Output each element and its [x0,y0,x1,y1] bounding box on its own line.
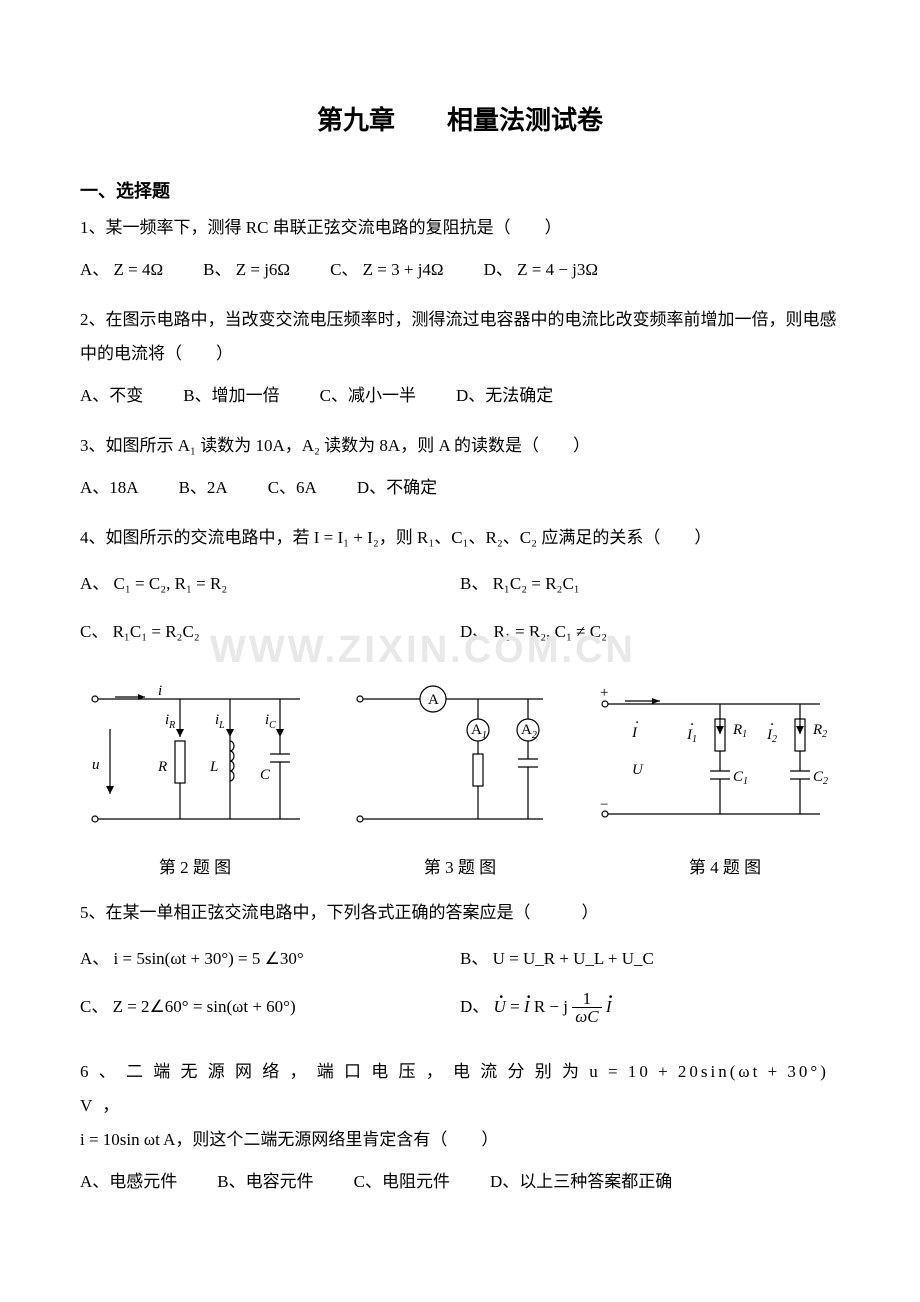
svg-text:iL: iL [215,712,225,731]
svg-text:C: C [260,767,271,783]
question-4: 4、如图所示的交流电路中，若 I = I₁ + I₂，则 R₁、C₁、R₂、C₂… [80,521,840,663]
question-5: 5、在某一单相正弦交流电路中，下列各式正确的答案应是（ ） A、 i = 5si… [80,896,840,1040]
svg-text:C2: C2 [813,769,828,787]
svg-text:R2: R2 [812,722,827,740]
lbl-i: i [158,683,162,699]
q5-text: 5、在某一单相正弦交流电路中，下列各式正确的答案应是（ ） [80,896,840,930]
diagrams-row: i iR iL iC R L C u [80,679,840,844]
q4-opt-a: A、 C₁ = C₂, R₁ = R₂ [80,567,460,601]
q6-opt-a: A、电感元件 [80,1165,177,1199]
caption-q2: 第 2 题 图 [80,854,310,881]
q1-text: 1、某一频率下，测得 RC 串联正弦交流电路的复阻抗是（ ） [80,211,840,245]
circuit-q2: i iR iL iC R L C u [80,679,320,844]
q1-opt-d: D、 Z = 4 − j3Ω [484,253,598,287]
svg-text:C1: C1 [733,769,748,787]
page-title: 第九章 相量法测试卷 [80,100,840,142]
q5-opt-a: A、 i = 5sin(ωt + 30°) = 5 ∠30° [80,942,460,976]
svg-text:iR: iR [165,712,175,731]
svg-text:L: L [209,759,218,775]
q6-line1: 6 、 二 端 无 源 网 络 ， 端 口 电 压 ， 电 流 分 别 为 u … [80,1055,840,1123]
q2-opt-a: A、不变 [80,379,143,413]
q4-opt-c: C、 R₁C₁ = R₂C₂ [80,615,460,649]
circuit-q3: A A1 A2 [348,679,563,844]
q1-opt-b: B、 Z = j6Ω [203,253,290,287]
question-1: 1、某一频率下，测得 RC 串联正弦交流电路的复阻抗是（ ） A、 Z = 4Ω… [80,211,840,287]
svg-text:I1: I1 [686,727,697,745]
q3-text: 3、如图所示 A₁ 读数为 10A，A₂ 读数为 8A，则 A 的读数是（ ） [80,429,840,463]
q1-opt-c: C、 Z = 3 + j4Ω [330,253,444,287]
svg-text:R: R [157,759,167,775]
svg-text:+: + [600,685,608,701]
q2-text: 2、在图示电路中，当改变交流电压频率时，测得流过电容器中的电流比改变频率前增加一… [80,303,840,371]
circuit-q4: + · I · I1 R1 C1 · I2 R2 C2 U − [590,679,840,844]
q2-opt-c: C、减小一半 [320,379,416,413]
q2-opt-b: B、增加一倍 [183,379,279,413]
question-6: 6 、 二 端 无 源 网 络 ， 端 口 电 压 ， 电 流 分 别 为 u … [80,1055,840,1199]
svg-text:A: A [428,692,439,708]
q4-opt-d: D、 R₁ = R₂, C₁ ≠ C₂ [460,615,840,649]
section-1-heading: 一、选择题 [80,177,840,206]
svg-text:I: I [631,725,638,741]
q1-opt-a: A、 Z = 4Ω [80,253,163,287]
q3-opt-b: B、2A [179,471,228,505]
caption-q3: 第 3 题 图 [345,854,575,881]
q6-opt-d: D、以上三种答案都正确 [490,1165,672,1199]
q3-opt-c: C、6A [268,471,317,505]
question-2: 2、在图示电路中，当改变交流电压频率时，测得流过电容器中的电流比改变频率前增加一… [80,303,840,413]
svg-text:u: u [92,757,100,773]
q4-opt-b: B、 R₁C₂ = R₂C₁ [460,567,840,601]
q6-opt-b: B、电容元件 [217,1165,313,1199]
q5-opt-b: B、 U = U_R + U_L + U_C [460,942,840,976]
caption-q4: 第 4 题 图 [610,854,840,881]
question-3: 3、如图所示 A₁ 读数为 10A，A₂ 读数为 8A，则 A 的读数是（ ） … [80,429,840,505]
q6-line2: i = 10sin ωt A，则这个二端无源网络里肯定含有（ ） [80,1123,840,1157]
svg-text:I2: I2 [766,727,777,745]
diagram-captions: 第 2 题 图 第 3 题 图 第 4 题 图 [80,854,840,881]
svg-text:U: U [632,762,644,778]
svg-text:iC: iC [265,712,276,731]
svg-text:R1: R1 [732,722,747,740]
q2-opt-d: D、无法确定 [456,379,553,413]
q5-opt-c: C、 Z = 2∠60° = sin(ωt + 60°) [80,990,460,1026]
q6-opt-c: C、电阻元件 [354,1165,450,1199]
q4-text: 4、如图所示的交流电路中，若 I = I₁ + I₂，则 R₁、C₁、R₂、C₂… [80,521,840,555]
svg-text:−: − [600,797,608,813]
q3-opt-d: D、不确定 [357,471,437,505]
q5-opt-d: D、 U = I R − j 1ωC I [460,990,840,1026]
q3-opt-a: A、18A [80,471,139,505]
